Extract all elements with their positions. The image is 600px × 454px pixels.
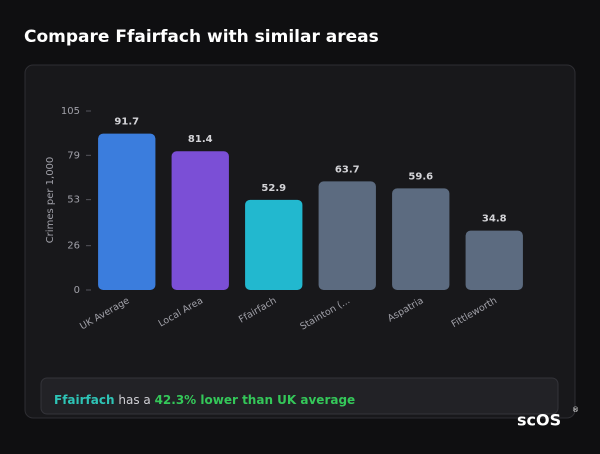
bar <box>171 151 229 290</box>
summary-box <box>40 377 559 415</box>
logo: scOS <box>517 411 561 430</box>
value-label: 52.9 <box>261 183 286 194</box>
value-label: 34.8 <box>482 214 507 225</box>
bar <box>98 133 156 290</box>
page-title: Compare Ffairfach with similar areas <box>24 27 379 47</box>
y-tick-label: 105 <box>61 106 80 117</box>
summary-text: has a <box>118 393 150 407</box>
summary: Ffairfach has a 42.3% lower than UK aver… <box>54 393 355 407</box>
y-axis-label: Crimes per 1,000 <box>45 157 56 244</box>
y-tick-label: 79 <box>67 150 80 161</box>
y-tick-label: 26 <box>67 241 80 252</box>
y-tick-label: 53 <box>67 195 80 206</box>
value-label: 59.6 <box>408 171 433 182</box>
bar <box>245 199 303 290</box>
value-label: 91.7 <box>114 117 139 128</box>
bar <box>318 181 376 290</box>
summary-area: Ffairfach <box>54 393 115 407</box>
bar <box>392 188 450 290</box>
value-label: 81.4 <box>188 134 213 145</box>
bar <box>465 230 523 290</box>
value-label: 63.7 <box>335 164 360 175</box>
summary-highlight: 42.3% lower than UK average <box>155 393 356 407</box>
logo-mark: ® <box>572 406 579 414</box>
y-tick-label: 0 <box>74 285 80 296</box>
